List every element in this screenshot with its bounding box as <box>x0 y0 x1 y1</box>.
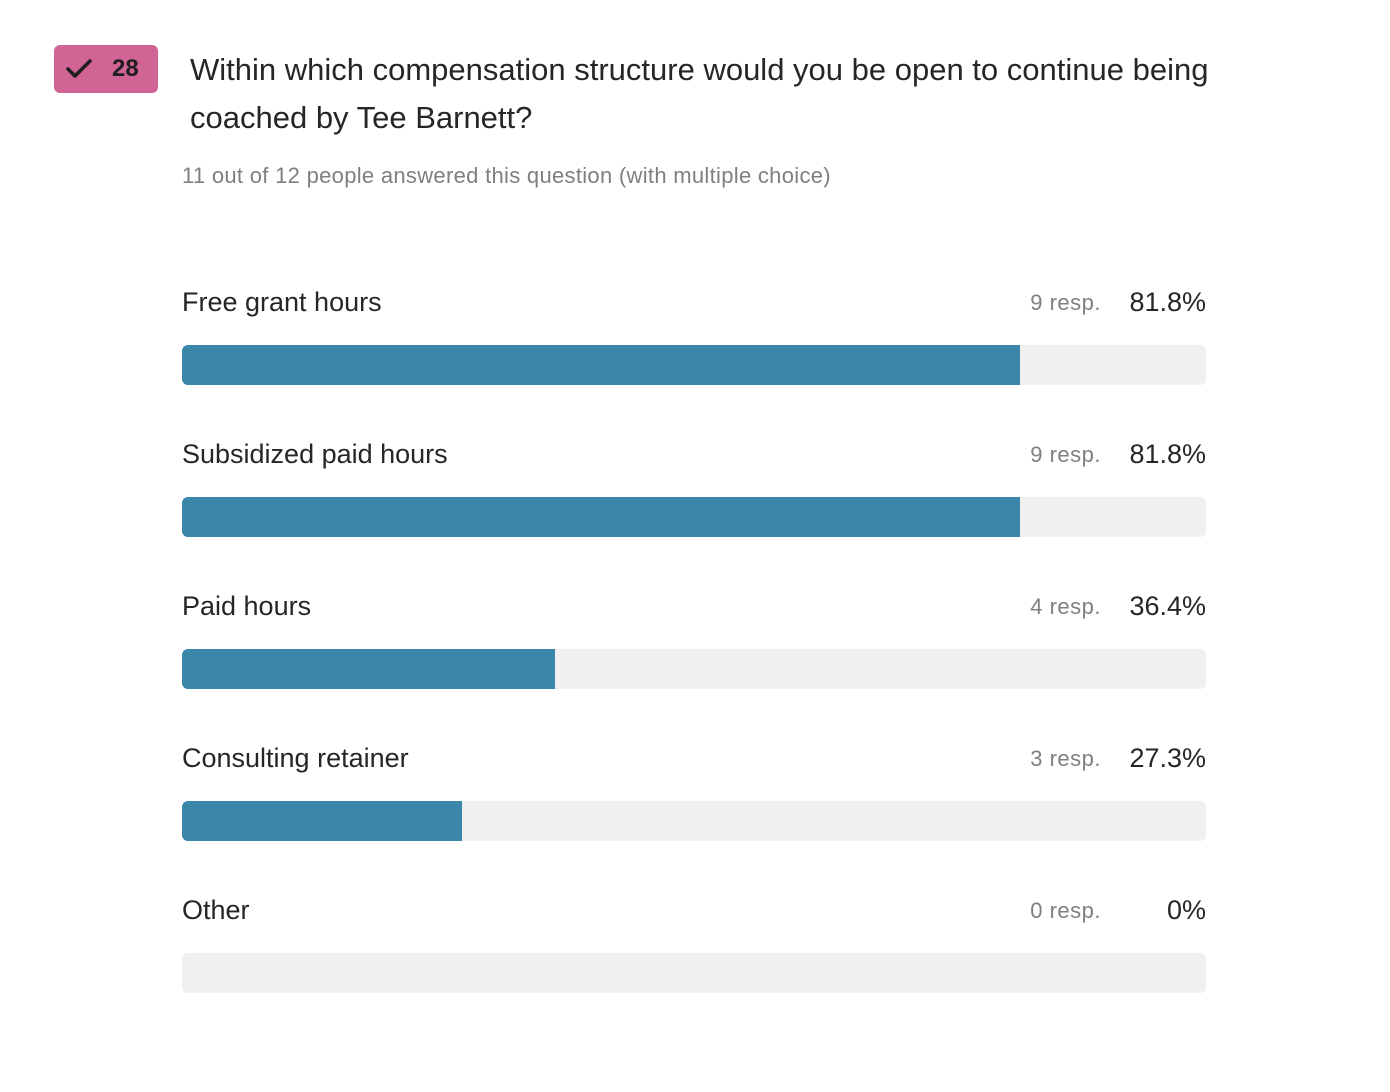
bar-label: Other <box>182 895 250 925</box>
bar-response-count: 9 resp. <box>1030 442 1101 467</box>
bar-label: Consulting retainer <box>182 743 409 773</box>
bar-response-count: 3 resp. <box>1030 746 1101 771</box>
checkmark-icon <box>65 58 93 80</box>
question-title: Within which compensation structure woul… <box>190 52 1209 135</box>
bar-row: Subsidized paid hours 9 resp. 81.8% <box>182 432 1206 584</box>
results-bar-chart: Free grant hours 9 resp. 81.8% Subsidized p… <box>182 280 1206 1040</box>
bar-track <box>182 345 1206 385</box>
bar-fill <box>182 497 1020 537</box>
bar-percent-label: 81.8% <box>1129 439 1206 469</box>
bar-percent-label: 36.4% <box>1129 591 1206 621</box>
bar-row: Other 0 resp. 0% <box>182 888 1206 1040</box>
bar-response-count: 0 resp. <box>1030 898 1101 923</box>
bar-track <box>182 953 1206 993</box>
bar-fill <box>182 801 462 841</box>
bar-label: Free grant hours <box>182 287 382 317</box>
response-summary: 11 out of 12 people answered this questi… <box>182 163 831 188</box>
bar-label: Paid hours <box>182 591 312 621</box>
question-number: 28 <box>112 55 139 82</box>
bar-label: Subsidized paid hours <box>182 439 448 469</box>
bar-percent-label: 27.3% <box>1129 743 1206 773</box>
bar-row: Paid hours 4 resp. 36.4% <box>182 584 1206 736</box>
bar-track <box>182 649 1206 689</box>
bar-row: Free grant hours 9 resp. 81.8% <box>182 280 1206 432</box>
bar-response-count: 9 resp. <box>1030 290 1101 315</box>
bar-percent-label: 0% <box>1166 895 1206 925</box>
question-number-badge: 28 <box>54 45 158 93</box>
bar-track <box>182 801 1206 841</box>
bar-fill <box>182 345 1020 385</box>
bar-percent-label: 81.8% <box>1129 287 1206 317</box>
bar-track <box>182 497 1206 537</box>
bar-row: Consulting retainer 3 resp. 27.3% <box>182 736 1206 888</box>
bar-fill <box>182 649 555 689</box>
bar-response-count: 4 resp. <box>1030 594 1101 619</box>
